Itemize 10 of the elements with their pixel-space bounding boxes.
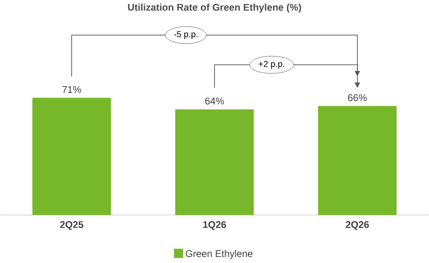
legend-label: Green Ethylene — [186, 250, 252, 260]
x-tick-label: 2Q25 — [60, 221, 84, 230]
chart-title: Utilization Rate of Green Ethylene (%) — [128, 4, 302, 13]
data-label: 71% — [62, 86, 82, 93]
text: +2 p.p. — [258, 60, 284, 69]
data-label: 66% — [348, 94, 367, 102]
x-tick-label: 1Q26 — [203, 221, 226, 230]
data-label: 64% — [205, 98, 224, 104]
text: -5 p.p. — [174, 31, 198, 39]
x-tick-label: 2Q26 — [346, 221, 369, 230]
